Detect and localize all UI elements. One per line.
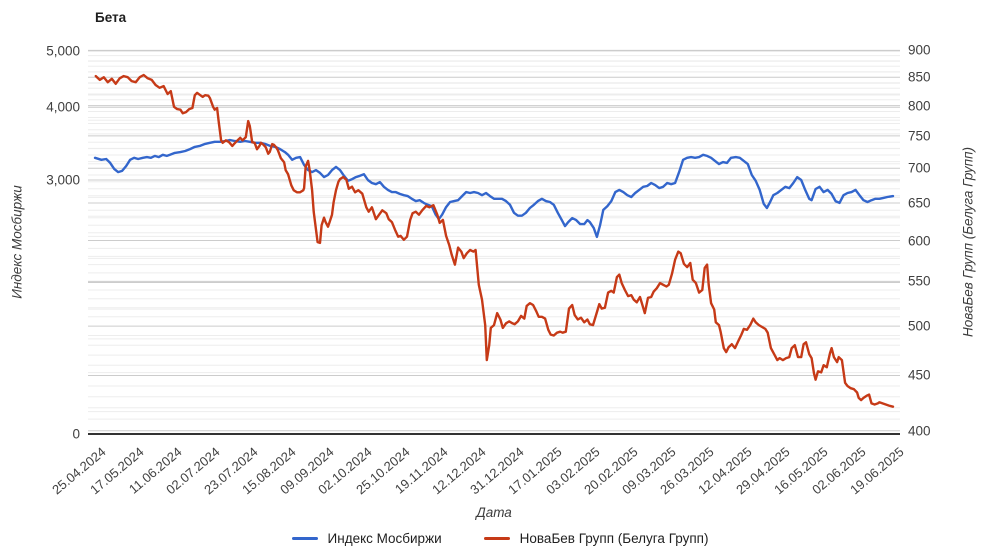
y-axis-right-tick-label: 600 <box>908 233 931 249</box>
y-axis-right-tick-label: 450 <box>908 367 931 383</box>
y-axis-left-tick-label: 3,000 <box>46 172 80 188</box>
series-line-moex[interactable] <box>93 138 895 239</box>
y-axis-left-tick-label: 4,000 <box>46 99 80 115</box>
y-axis-right-tick-label: 750 <box>908 128 931 144</box>
series-line-novabev[interactable] <box>94 73 895 408</box>
legend-label-moex: Индекс Мосбиржи <box>327 531 442 546</box>
y-axis-right-title: НоваБев Групп (Белуга Групп) <box>960 146 976 338</box>
y-axis-right-tick-label: 800 <box>908 98 931 114</box>
y-axis-left-tick-label: 5,000 <box>46 43 80 59</box>
y-axis-right-tick-label: 500 <box>908 318 931 334</box>
y-axis-right-tick-label: 400 <box>908 423 931 439</box>
x-axis-title: Дата <box>476 505 512 520</box>
legend-item-novabev[interactable]: НоваБев Групп (Белуга Групп) <box>483 531 709 546</box>
y-axis-right-tick-label: 650 <box>908 195 931 211</box>
y-axis-right-tick-label: 900 <box>908 42 931 58</box>
y-axis-right-tick-label: 700 <box>908 160 931 176</box>
y-axis-right-tick-label: 850 <box>908 69 931 85</box>
y-axis-left-title: Индекс Мосбиржи <box>9 185 25 299</box>
legend-swatch-moex <box>291 537 318 540</box>
y-axis-left-tick-label: 0 <box>72 426 80 442</box>
y-axis-right-tick-label: 550 <box>908 273 931 289</box>
legend-label-novabev: НоваБев Групп (Белуга Групп) <box>519 531 709 546</box>
chart-title: Бета <box>95 10 127 25</box>
legend-swatch-novabev <box>483 537 510 540</box>
legend: Индекс Мосбиржи НоваБев Групп (Белуга Гр… <box>0 531 1000 546</box>
legend-item-moex[interactable]: Индекс Мосбиржи <box>291 531 442 546</box>
